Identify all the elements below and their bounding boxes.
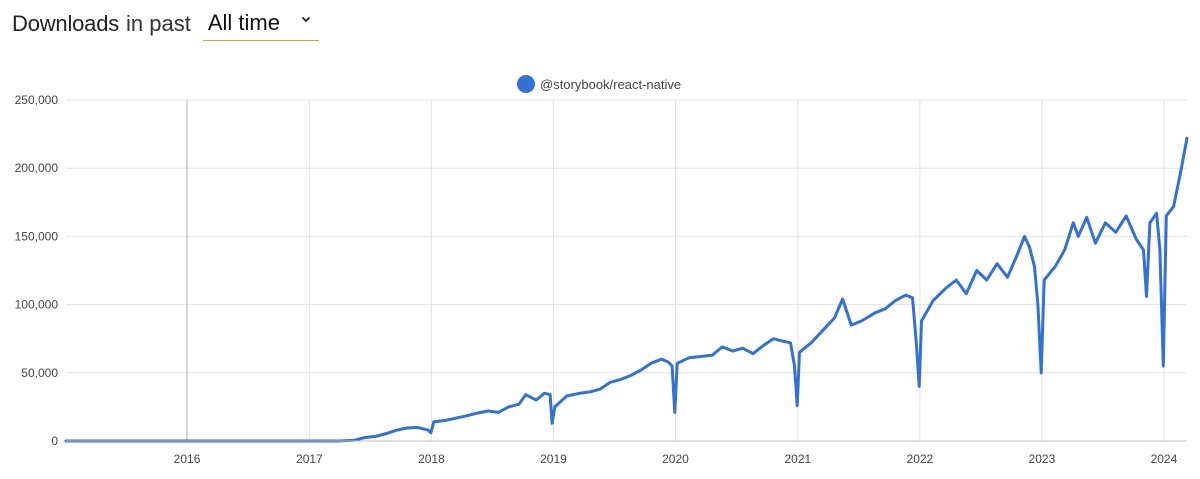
chart-legend[interactable]: @storybook/react-native (517, 75, 681, 93)
time-range-value: All time (207, 10, 280, 35)
x-tick-label: 2020 (662, 452, 689, 466)
y-tick-label: 100,000 (15, 298, 59, 312)
x-tick-label: 2018 (418, 452, 445, 466)
page-title: Downloads (12, 11, 120, 36)
x-tick-label: 2022 (907, 452, 934, 466)
page-subtitle: in past (126, 11, 191, 36)
x-tick-label: 2024 (1151, 452, 1178, 466)
y-tick-label: 200,000 (15, 161, 59, 175)
grid-layer (66, 99, 1187, 442)
x-tick-label: 2017 (296, 452, 323, 466)
x-axis-labels: 2016 2017 2018 2019 2020 2021 2022 2023 2024 (174, 452, 1178, 466)
x-tick-label: 2016 (174, 452, 201, 466)
filled-circle-icon (517, 75, 535, 93)
legend-label: @storybook/react-native (540, 77, 681, 92)
time-range-select[interactable]: All time (202, 7, 319, 41)
series-line[interactable] (64, 136, 1189, 443)
x-tick-label: 2019 (540, 452, 567, 466)
chart-header: Downloads in past All time (12, 4, 319, 44)
y-tick-label: 250,000 (15, 93, 59, 107)
y-axis-labels: 0 50,000 100,000 150,000 200,000 250,000 (15, 93, 59, 448)
y-tick-label: 150,000 (15, 229, 59, 243)
chevron-down-icon (301, 17, 310, 22)
y-tick-label: 50,000 (21, 366, 58, 380)
x-tick-label: 2023 (1029, 452, 1056, 466)
y-tick-label: 0 (51, 434, 58, 448)
x-tick-label: 2021 (784, 452, 811, 466)
